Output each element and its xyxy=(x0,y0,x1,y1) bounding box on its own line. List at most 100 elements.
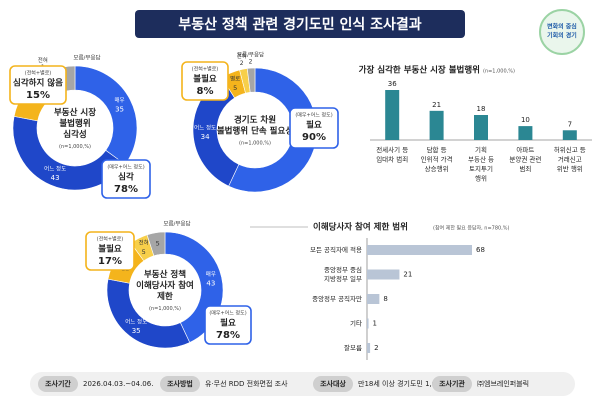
donut-segment xyxy=(106,278,191,349)
category-label: 토지투기 xyxy=(469,164,493,173)
category-label: 상승행위 xyxy=(425,164,449,173)
logo-text: 기회의 경기 xyxy=(547,32,577,40)
callout-value: 78% xyxy=(114,184,138,195)
center-title: 불법행위 단속 필요성 xyxy=(217,126,293,137)
center-note: (n=1,000,%) xyxy=(149,306,181,312)
category-label: 위반 행위 xyxy=(557,164,583,173)
footer-text: ㈜엠브레인퍼블릭 xyxy=(477,379,529,388)
category-label: 담합 등 xyxy=(427,145,447,154)
callout-box xyxy=(9,65,67,105)
center-title: 심각성 xyxy=(63,129,86,140)
segment-label: 모름/무응답 xyxy=(73,55,100,62)
segment-value: 2 xyxy=(240,60,244,67)
chart-title: 가장 심각한 부동산 시장 불법행위 xyxy=(359,65,480,76)
center-note: (n=1,000,%) xyxy=(59,144,91,150)
chart-subtitle: (참여 제한 필요 응답자, n=780,%) xyxy=(433,225,510,232)
category-label: 모든 공직자에 적용 xyxy=(310,245,362,254)
segment-label: 모름/무응답 xyxy=(237,52,264,59)
category-label: 허위신고 등 xyxy=(554,145,586,154)
callout-qualifier: (매우+어느 정도) xyxy=(209,310,246,317)
category-label: 분양권 관련 xyxy=(509,155,541,164)
category-label: 기타 xyxy=(350,319,362,328)
category-label: 중앙정부 중심 xyxy=(324,265,362,274)
bar xyxy=(367,294,380,304)
logo-text: 변화의 중심 xyxy=(547,23,577,31)
bar-value: 68 xyxy=(476,246,485,254)
chart-subtitle: (n=1,000,%) xyxy=(483,69,515,75)
category-label: 행위 xyxy=(475,174,487,183)
footer-pill xyxy=(432,376,472,392)
center-note: (n=1,000,%) xyxy=(239,141,271,147)
footer-text: 2026.04.03.~04.06. xyxy=(83,380,153,388)
segment-value: 34 xyxy=(201,133,210,141)
callout-value: 90% xyxy=(302,132,326,143)
bar-value: 18 xyxy=(477,105,486,113)
category-label: 기획 xyxy=(475,145,487,154)
segment-label: 어느 정도 xyxy=(194,124,216,132)
callout-value: 17% xyxy=(98,256,122,267)
category-label: 아파트 xyxy=(516,145,534,154)
segment-label: 모름/무응답 xyxy=(163,221,190,228)
center-title: 제한 xyxy=(157,291,173,302)
bar-value: 21 xyxy=(432,101,441,109)
bar-value: 7 xyxy=(568,120,572,128)
center-title: 이해당사자 참여 xyxy=(136,280,194,291)
callout-qualifier: (매우+어느 정도) xyxy=(107,164,144,171)
segment-label: 매우 xyxy=(206,270,216,278)
center-title: 경기도 차원 xyxy=(234,115,276,126)
footer-pill xyxy=(38,376,78,392)
chart-title: 이해당사자 참여 제한 범위 xyxy=(313,222,408,233)
bar xyxy=(385,90,400,140)
donut-segment xyxy=(146,231,166,257)
bar xyxy=(367,318,369,329)
callout-box xyxy=(289,107,339,149)
bar xyxy=(367,245,472,255)
bar-value: 1 xyxy=(373,320,377,328)
callout-qualifier: (전혀+별로) xyxy=(97,236,124,243)
callout-box xyxy=(181,61,229,101)
center-title: 부동산 시장 xyxy=(54,107,96,118)
category-label: 인위적 가격 xyxy=(421,155,453,164)
segment-value: 35 xyxy=(115,105,124,113)
category-label: 지방정부 일부 xyxy=(324,274,362,283)
segment-value: 5 xyxy=(142,248,146,256)
bar xyxy=(429,110,444,140)
callout-value: 15% xyxy=(26,90,50,101)
logo xyxy=(539,9,585,55)
callout-label: 심각 xyxy=(118,172,134,183)
bar-value: 36 xyxy=(388,80,397,88)
bar xyxy=(562,130,577,140)
bar-value: 2 xyxy=(374,344,378,352)
footer-text: 만18세 이상 경기도민 1,000명 xyxy=(358,379,452,388)
bar xyxy=(518,126,533,140)
callout-qualifier: (전혀+별로) xyxy=(192,66,219,73)
segment-value: 43 xyxy=(206,280,215,288)
segment-value: 2 xyxy=(249,59,253,66)
segment-label: 어느 정도 xyxy=(125,318,147,326)
segment-label: 별로 xyxy=(230,75,240,83)
segment-value: 5 xyxy=(233,84,237,92)
bar xyxy=(367,343,371,353)
footer-label: 조사기간 xyxy=(45,379,71,388)
footer-label: 조사기관 xyxy=(439,379,465,388)
callout-qualifier: (매우+어느 정도) xyxy=(295,112,332,119)
callout-value: 78% xyxy=(216,330,240,341)
category-label: 잘모름 xyxy=(344,344,362,352)
footer-pill xyxy=(160,376,200,392)
footer-text: 유·무선 RDD 전화면접 조사 xyxy=(205,379,288,388)
callout-label: 불필요 xyxy=(193,74,217,85)
callout-label: 심각하지 않음 xyxy=(13,78,63,89)
category-label: 부동산 등 xyxy=(468,155,494,164)
bar-value: 8 xyxy=(383,295,387,303)
donut-segment xyxy=(246,67,256,93)
segment-label: 전혀 xyxy=(237,52,247,60)
segment-value: 43 xyxy=(51,174,60,182)
category-label: 범죄 xyxy=(519,164,531,173)
category-label: 임대차 범죄 xyxy=(376,155,408,164)
category-label: 거래신고 xyxy=(558,155,582,164)
footer-label: 조사대상 xyxy=(320,379,346,388)
title-banner xyxy=(135,10,465,38)
title: 부동산 정책 관련 경기도민 인식 조사결과 xyxy=(178,16,421,33)
bar-value: 10 xyxy=(521,116,530,124)
